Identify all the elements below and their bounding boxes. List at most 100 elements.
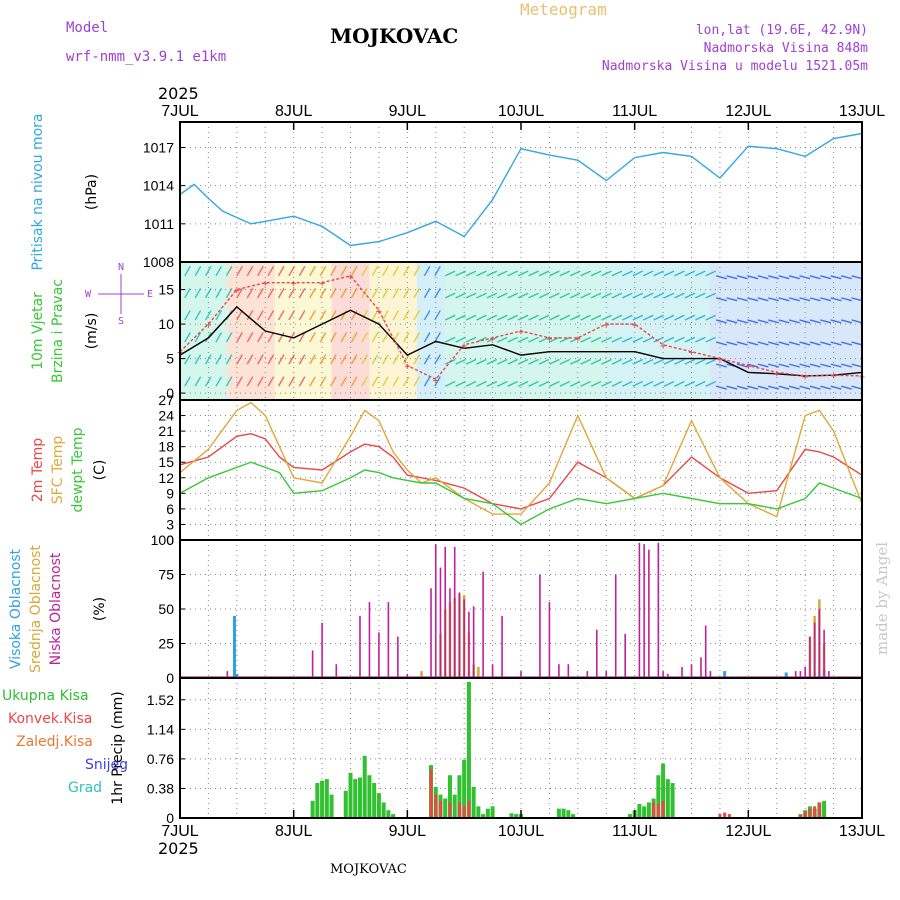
wind-barb xyxy=(778,385,790,390)
wind-barb xyxy=(444,380,456,387)
wind-barb xyxy=(486,358,498,365)
panel-1 xyxy=(179,121,863,263)
bar-4-3 xyxy=(434,544,437,678)
wind-barb xyxy=(350,310,358,321)
wind-barb xyxy=(674,358,685,365)
bar-5-1 xyxy=(462,759,467,818)
wind-barb xyxy=(267,354,275,365)
wind-barb xyxy=(736,363,748,368)
wind-barb xyxy=(809,319,821,324)
wind-barb xyxy=(528,292,539,299)
wind-barb xyxy=(371,265,379,277)
wind-barb xyxy=(497,358,508,365)
bar-5-2 xyxy=(467,800,471,818)
bar-5-1 xyxy=(627,814,632,818)
bar-4-3 xyxy=(614,574,617,678)
wind-barb xyxy=(820,341,832,346)
wind-barb xyxy=(246,354,254,365)
wind-barb xyxy=(340,354,348,365)
bar-5-1 xyxy=(324,779,329,818)
bar-5-1 xyxy=(556,808,561,818)
wind-barb xyxy=(851,341,863,346)
bar-5-2 xyxy=(723,812,727,818)
wind-barb xyxy=(423,288,431,299)
wind-barb xyxy=(851,385,863,390)
wind-barb xyxy=(225,376,233,387)
wind-barb xyxy=(622,358,633,365)
wind-barb xyxy=(788,319,800,324)
y-tick-label: 75 xyxy=(158,567,174,583)
bar-4-3 xyxy=(605,671,608,678)
wind-barb xyxy=(246,288,254,299)
wind-barb xyxy=(684,358,696,365)
wind-barb xyxy=(517,314,529,321)
wind-barb xyxy=(757,363,769,368)
wind-barb xyxy=(330,332,337,343)
bar-4-3 xyxy=(458,592,461,678)
ylabel-wind-2: Brzina i Pravac xyxy=(50,279,66,383)
wind-barb xyxy=(611,336,623,343)
wind-barb xyxy=(590,358,602,365)
bar-4-3 xyxy=(439,567,442,678)
gust-marker: + xyxy=(831,371,837,382)
wind-barb xyxy=(246,310,254,321)
wind-barb xyxy=(528,314,539,321)
wind-barbs xyxy=(184,265,863,390)
wind-barb xyxy=(736,341,748,346)
wind-barb xyxy=(434,310,441,321)
ylabel-cloud-low: Niska Oblacnost xyxy=(48,552,64,665)
day-label-top: 11JUL xyxy=(612,103,657,120)
bar-5-1 xyxy=(348,772,353,818)
wind-barb xyxy=(642,358,654,365)
wind-barb xyxy=(569,336,581,343)
wind-barb xyxy=(382,310,389,321)
bar-4-3 xyxy=(690,664,693,678)
legend-5: Grad xyxy=(68,780,102,796)
wind-barb xyxy=(215,310,223,321)
wind-barb xyxy=(257,288,264,299)
wind-barb xyxy=(486,270,498,277)
bar-4-3 xyxy=(335,664,338,678)
wind-barb xyxy=(653,270,664,277)
bar-5-2 xyxy=(448,802,452,818)
bar-5-1 xyxy=(343,790,348,818)
wind-barb xyxy=(601,270,612,277)
bar-5-2 xyxy=(661,800,665,818)
wind-barb xyxy=(455,358,466,365)
bar-5-2 xyxy=(808,808,812,818)
wind-barb xyxy=(715,363,727,368)
wind-barb xyxy=(215,354,223,365)
wind-barb xyxy=(392,288,400,299)
wind-barb xyxy=(580,314,591,321)
wind-barb xyxy=(204,376,212,387)
y-tick-label: 50 xyxy=(158,601,174,617)
bar-4-3 xyxy=(558,664,560,678)
ylabel-cloud-high: Visoka Oblacnost xyxy=(8,548,24,669)
wind-barb xyxy=(642,270,654,277)
wind-barb xyxy=(809,363,821,368)
wind-barb xyxy=(684,380,696,387)
day-label-top: 9JUL xyxy=(389,103,426,120)
wind-barb xyxy=(236,376,243,387)
wind-barb xyxy=(184,354,191,365)
y-tick-label: 15 xyxy=(158,454,174,470)
wind-barb xyxy=(830,297,842,302)
wind-barb xyxy=(580,358,591,365)
day-label-bottom: 9JUL xyxy=(389,823,426,840)
gust-marker: + xyxy=(689,348,695,359)
gust-marker: + xyxy=(291,279,297,290)
wind-barb xyxy=(840,275,852,280)
bar-5-1 xyxy=(329,794,334,818)
wind-barb xyxy=(392,310,400,321)
wind-barb xyxy=(455,314,466,321)
wind-barb xyxy=(288,376,296,387)
wind-barb xyxy=(402,288,410,299)
wind-barb xyxy=(455,336,466,343)
compass-letter: S xyxy=(118,316,124,327)
wind-barb xyxy=(413,354,421,365)
bar-4-3 xyxy=(378,632,380,678)
wind-barb xyxy=(851,297,863,302)
y-tick-label: 0 xyxy=(166,810,174,826)
wind-barb xyxy=(298,288,306,299)
wind-barb xyxy=(528,358,539,365)
